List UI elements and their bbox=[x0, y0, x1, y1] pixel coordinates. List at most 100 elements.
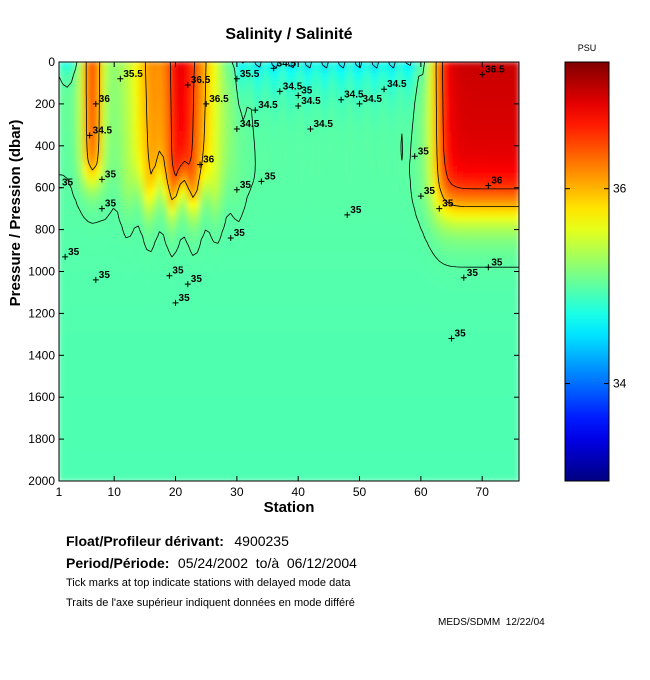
field-cell bbox=[144, 403, 152, 412]
field-cell bbox=[144, 410, 152, 419]
field-cell bbox=[181, 138, 189, 147]
field-cell bbox=[340, 263, 348, 273]
field-cell bbox=[113, 187, 121, 196]
field-cell bbox=[438, 354, 446, 363]
field-cell bbox=[89, 256, 97, 266]
field-cell bbox=[316, 138, 324, 147]
contour-line bbox=[241, 62, 412, 69]
field-cell bbox=[95, 173, 103, 182]
field-cell bbox=[242, 208, 250, 217]
field-cell bbox=[217, 138, 226, 147]
field-cell bbox=[64, 312, 72, 321]
field-cell bbox=[144, 459, 152, 468]
field-cell bbox=[193, 145, 201, 154]
field-cell bbox=[199, 159, 207, 168]
field-cell bbox=[76, 166, 85, 175]
field-cell bbox=[512, 382, 519, 391]
field-cell bbox=[389, 326, 397, 335]
field-cell bbox=[371, 145, 379, 154]
field-cell bbox=[426, 431, 434, 440]
field-cell bbox=[113, 445, 121, 454]
field-cell bbox=[150, 270, 158, 280]
field-cell bbox=[76, 229, 85, 238]
field-cell bbox=[279, 180, 287, 189]
field-cell bbox=[487, 103, 496, 112]
field-cell bbox=[377, 473, 385, 481]
field-cell bbox=[346, 284, 354, 294]
field-cell bbox=[481, 410, 489, 419]
field-cell bbox=[107, 438, 115, 447]
field-cell bbox=[95, 340, 103, 349]
field-cell bbox=[426, 180, 434, 189]
field-cell bbox=[174, 82, 183, 91]
field-cell bbox=[395, 187, 404, 196]
field-cell bbox=[101, 103, 109, 112]
field-cell bbox=[352, 89, 361, 98]
field-cell bbox=[273, 445, 281, 454]
field-cell bbox=[506, 75, 514, 84]
field-cell bbox=[506, 291, 514, 301]
field-cell bbox=[125, 194, 134, 203]
field-cell bbox=[162, 319, 170, 328]
field-cell bbox=[95, 417, 103, 426]
field-cell bbox=[193, 305, 201, 314]
field-cell bbox=[487, 62, 496, 70]
field-cell bbox=[316, 235, 324, 245]
field-cell bbox=[70, 312, 78, 321]
field-cell bbox=[340, 333, 348, 342]
field-cell bbox=[444, 431, 453, 440]
field-cell bbox=[211, 131, 220, 140]
field-cell bbox=[193, 159, 201, 168]
field-cell bbox=[260, 396, 269, 405]
field-cell bbox=[493, 68, 502, 77]
field-cell bbox=[193, 417, 201, 426]
field-cell bbox=[59, 208, 66, 217]
field-cell bbox=[426, 403, 434, 412]
field-cell bbox=[101, 145, 109, 154]
field-cell bbox=[273, 131, 281, 140]
field-cell bbox=[119, 117, 128, 126]
field-cell bbox=[199, 201, 207, 210]
field-cell bbox=[512, 298, 519, 308]
contour-label: 35 bbox=[455, 329, 467, 340]
field-cell bbox=[328, 305, 336, 314]
field-cell bbox=[101, 410, 109, 419]
field-cell bbox=[187, 305, 195, 314]
field-cell bbox=[340, 215, 348, 224]
field-cell bbox=[303, 417, 312, 426]
field-cell bbox=[138, 347, 146, 356]
field-cell bbox=[125, 431, 134, 440]
field-cell bbox=[383, 368, 391, 377]
field-cell bbox=[469, 62, 477, 70]
field-cell bbox=[242, 305, 250, 314]
field-cell bbox=[377, 249, 385, 259]
field-cell bbox=[297, 340, 305, 349]
field-cell bbox=[242, 368, 250, 377]
field-cell bbox=[420, 368, 428, 377]
field-cell bbox=[76, 242, 85, 252]
field-cell bbox=[107, 291, 115, 301]
field-cell bbox=[217, 103, 226, 112]
field-cell bbox=[248, 187, 256, 196]
field-cell bbox=[119, 291, 128, 301]
field-cell bbox=[469, 249, 477, 259]
field-cell bbox=[481, 201, 489, 210]
field-cell bbox=[481, 403, 489, 412]
field-cell bbox=[358, 361, 367, 370]
field-cell bbox=[408, 117, 416, 126]
field-cell bbox=[101, 124, 109, 133]
field-cell bbox=[481, 208, 489, 217]
field-cell bbox=[444, 124, 453, 133]
field-cell bbox=[138, 110, 146, 119]
field-cell bbox=[82, 187, 91, 196]
field-cell bbox=[70, 256, 78, 266]
field-cell bbox=[248, 62, 256, 70]
field-cell bbox=[346, 424, 354, 433]
field-cell bbox=[59, 417, 66, 426]
field-cell bbox=[144, 242, 152, 252]
field-cell bbox=[371, 131, 379, 140]
field-cell bbox=[401, 270, 410, 280]
field-cell bbox=[144, 208, 152, 217]
field-cell bbox=[512, 452, 519, 461]
field-cell bbox=[254, 291, 262, 301]
